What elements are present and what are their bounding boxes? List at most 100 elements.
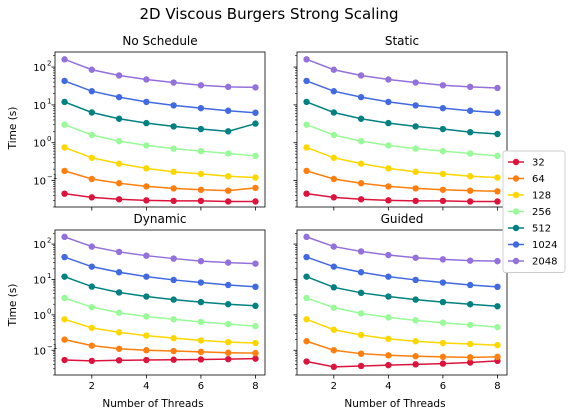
legend-marker-64 <box>512 175 520 182</box>
data-point-512 <box>61 273 68 280</box>
y-tick-label: 10 <box>33 63 46 74</box>
axes-frame <box>296 51 508 208</box>
data-point-256 <box>330 131 338 139</box>
legend-marker-256 <box>512 208 520 215</box>
data-point-512 <box>197 298 205 306</box>
data-point-64 <box>143 347 150 354</box>
data-point-2048 <box>143 76 150 83</box>
data-point-128 <box>412 168 419 176</box>
data-point-1024 <box>170 276 177 284</box>
data-point-64 <box>61 336 68 343</box>
data-point-32 <box>61 356 68 364</box>
data-point-2048 <box>466 257 474 264</box>
x-tick-label: 4 <box>143 381 149 392</box>
series-line-256 <box>306 123 498 157</box>
data-point-64 <box>439 186 447 193</box>
data-point-128 <box>224 173 232 180</box>
data-point-1024 <box>115 93 123 101</box>
data-point-128 <box>466 173 474 180</box>
data-point-1024 <box>412 276 419 284</box>
series-line-32 <box>306 360 498 368</box>
data-point-512 <box>357 289 365 297</box>
legend: 32 64 128 256 512 1024 2048 <box>502 150 566 273</box>
data-point-1024 <box>303 253 310 261</box>
data-point-1024 <box>143 273 150 280</box>
data-point-64 <box>224 187 232 194</box>
data-point-32 <box>115 357 123 364</box>
data-point-2048 <box>439 82 447 89</box>
data-point-32 <box>385 361 392 369</box>
data-point-32 <box>143 197 150 204</box>
data-point-1024 <box>303 77 310 85</box>
data-point-256 <box>439 319 447 326</box>
data-point-64 <box>170 347 177 355</box>
series-line-64 <box>64 170 256 192</box>
data-point-1024 <box>385 273 392 280</box>
data-point-2048 <box>61 233 68 241</box>
y-tick-exponent: 1 <box>47 272 51 280</box>
data-point-512 <box>412 123 419 130</box>
y-tick-label: 10 <box>33 311 46 322</box>
series-line-2048 <box>306 58 498 89</box>
x-tick-label: 2 <box>89 381 95 392</box>
data-point-512 <box>252 120 259 127</box>
data-point-1024 <box>224 281 232 289</box>
series-line-128 <box>64 318 256 344</box>
x-tick-label: 4 <box>385 381 391 392</box>
data-point-1024 <box>439 104 447 112</box>
data-point-32 <box>61 190 68 197</box>
data-point-64 <box>252 349 259 357</box>
data-point-512 <box>115 115 123 122</box>
data-point-32 <box>170 356 177 363</box>
data-point-1024 <box>252 109 259 116</box>
series-line-512 <box>64 101 256 133</box>
data-point-128 <box>466 340 474 348</box>
data-point-1024 <box>170 102 177 109</box>
data-point-2048 <box>330 66 338 73</box>
data-point-64 <box>115 180 123 187</box>
y-tick-exponent: 2 <box>47 60 51 68</box>
data-point-512 <box>494 130 501 138</box>
data-point-64 <box>252 184 259 192</box>
axes-frame <box>54 51 266 208</box>
data-point-64 <box>385 183 392 190</box>
data-point-512 <box>494 303 501 310</box>
series-line-32 <box>64 357 256 362</box>
data-point-32 <box>197 356 205 363</box>
data-point-512 <box>330 284 338 291</box>
data-point-256 <box>88 303 96 311</box>
data-point-1024 <box>494 109 501 116</box>
data-point-1024 <box>115 269 123 276</box>
y-tick-exponent: 2 <box>47 237 51 245</box>
data-point-1024 <box>357 269 365 276</box>
data-point-256 <box>88 131 96 139</box>
y-tick-label: 10 <box>33 275 46 286</box>
series-line-256 <box>306 297 498 328</box>
data-point-256 <box>303 121 310 128</box>
data-point-64 <box>494 188 501 195</box>
series-line-1024 <box>64 256 256 288</box>
y-tick-exponent: 0 <box>47 307 51 315</box>
data-point-512 <box>61 98 68 106</box>
data-point-64 <box>170 185 177 192</box>
data-point-256 <box>61 294 68 302</box>
data-point-128 <box>303 144 310 151</box>
data-point-128 <box>357 160 365 167</box>
y-tick-label: 10 <box>33 240 46 251</box>
data-point-256 <box>412 317 419 324</box>
data-point-2048 <box>197 257 205 265</box>
data-point-256 <box>303 294 310 302</box>
data-point-128 <box>330 326 338 333</box>
data-point-32 <box>439 360 447 367</box>
panel-title: No Schedule <box>122 34 197 48</box>
series-line-256 <box>64 123 256 157</box>
data-point-2048 <box>303 233 310 241</box>
data-point-1024 <box>61 253 68 261</box>
legend-label: 256 <box>532 207 551 218</box>
panel-title: Static <box>385 34 419 48</box>
panel-3: Guided 2 4 6 8 <box>293 212 508 392</box>
data-point-32 <box>330 363 338 371</box>
